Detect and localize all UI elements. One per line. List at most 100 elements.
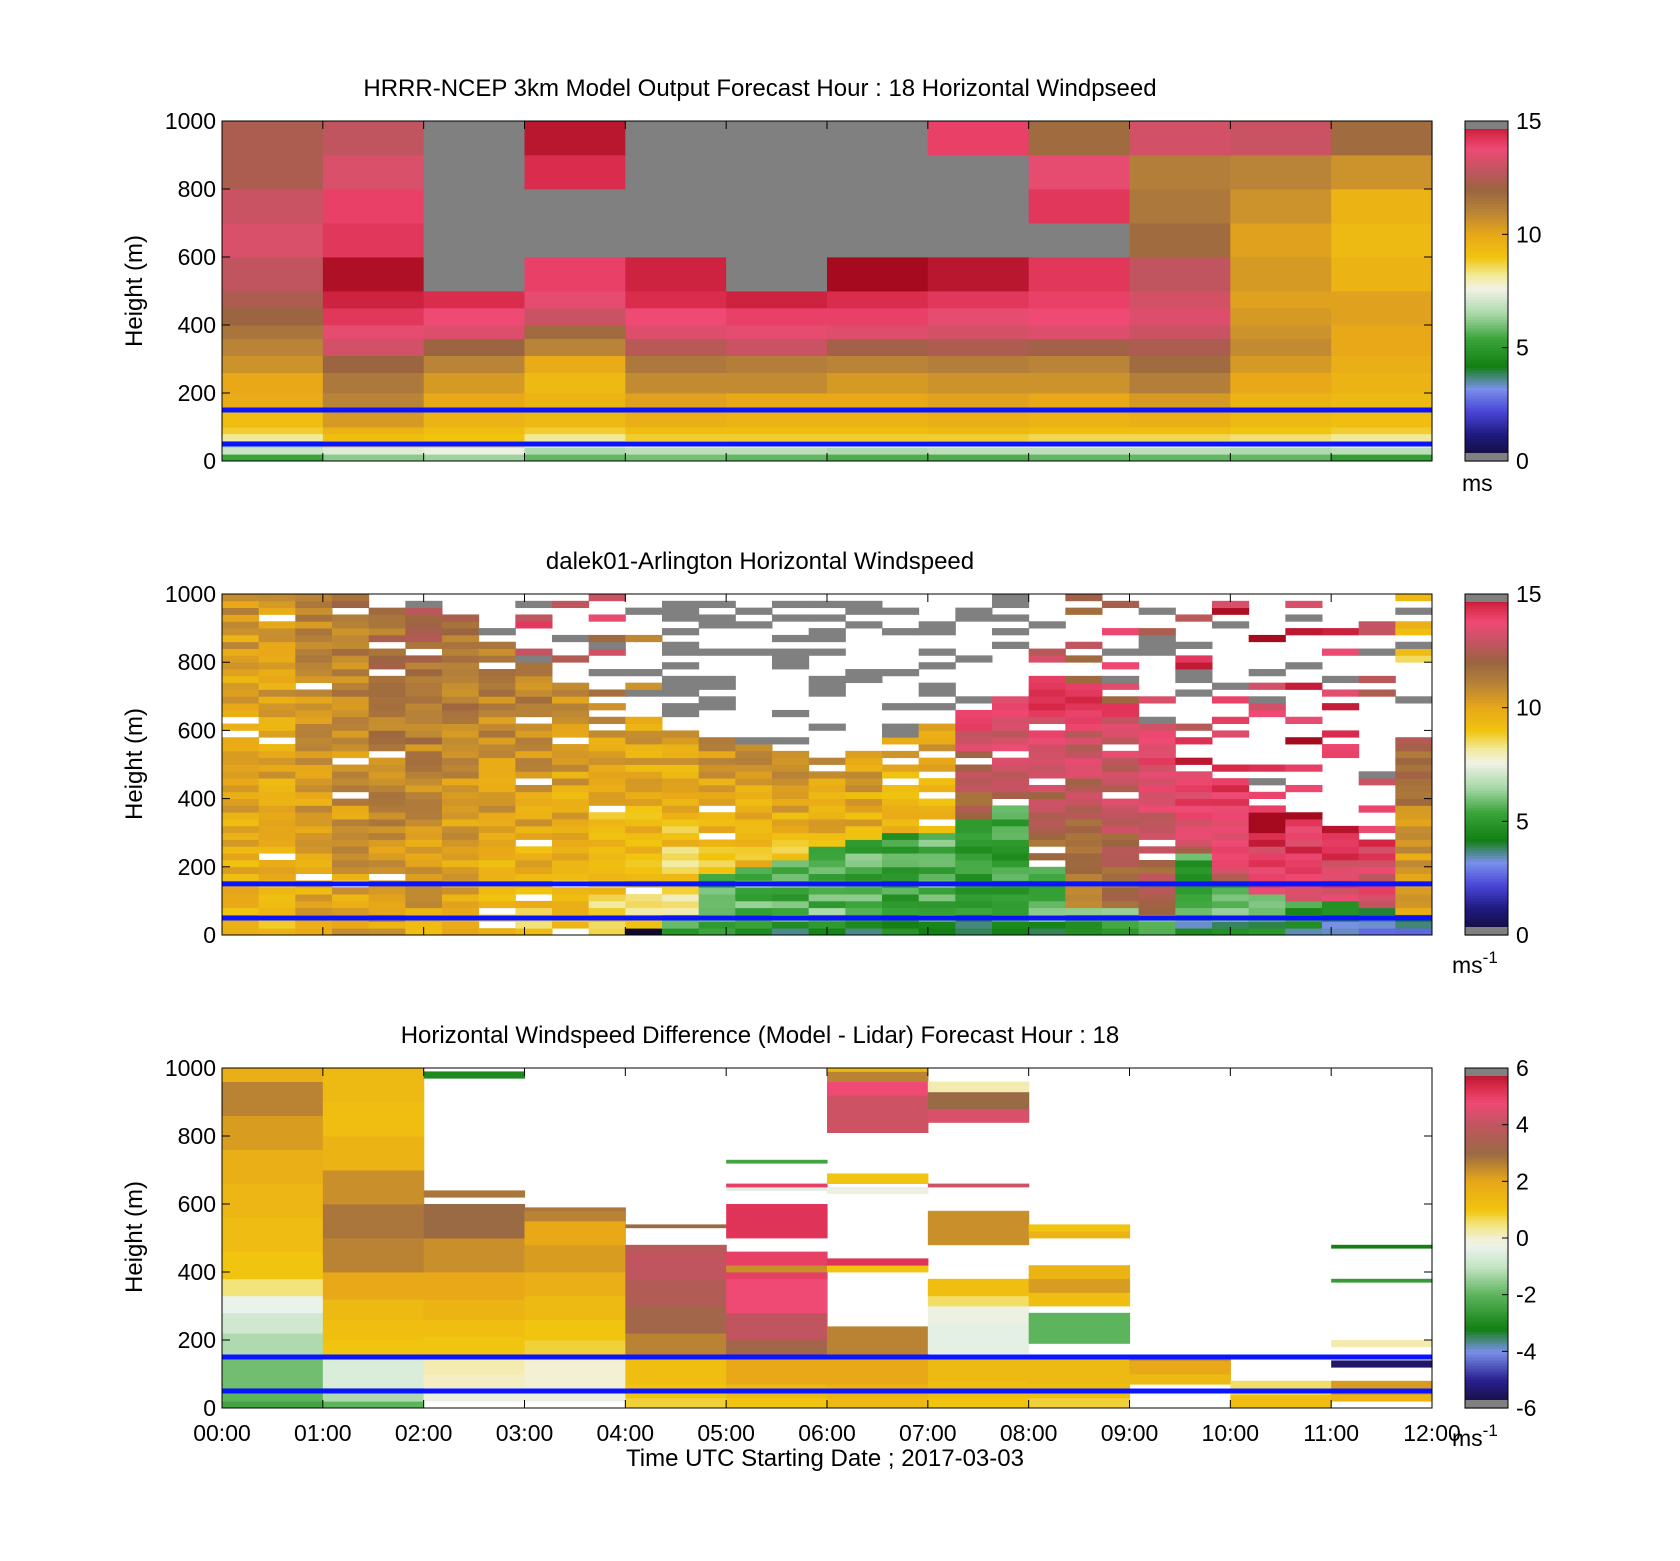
colorbar-tick-label: 0	[1516, 922, 1529, 948]
heatmap-cell	[1028, 866, 1066, 875]
heatmap-cell	[735, 744, 773, 752]
heatmap-cell	[322, 433, 425, 441]
heatmap-cell	[726, 1251, 828, 1266]
heatmap-cell	[1028, 819, 1066, 827]
colorbar-segment	[1465, 747, 1508, 751]
heatmap-cell	[405, 832, 443, 840]
heatmap-cell	[1175, 737, 1213, 745]
heatmap-cell	[698, 900, 736, 909]
heatmap-cell	[1395, 894, 1433, 902]
heatmap-cell	[1285, 764, 1323, 772]
heatmap-cell	[1331, 372, 1433, 394]
heatmap-cell	[992, 628, 1030, 636]
heatmap-cell	[808, 791, 846, 799]
heatmap-cell	[1212, 832, 1250, 840]
heatmap-cell	[1331, 410, 1433, 428]
heatmap-cell	[332, 825, 370, 834]
heatmap-cell	[295, 614, 333, 622]
heatmap-cell	[478, 798, 516, 806]
heatmap-cell	[927, 410, 1030, 428]
heatmap-cell	[524, 410, 626, 428]
colorbar-segment	[1465, 886, 1508, 891]
heatmap-cell	[322, 1340, 425, 1358]
heatmap-cell	[808, 778, 846, 786]
heatmap-cell	[918, 873, 956, 881]
heatmap-cell	[295, 798, 333, 806]
heatmap-cell	[442, 689, 480, 697]
colorbar-segment	[1465, 767, 1508, 771]
heatmap-cell	[726, 372, 828, 394]
heatmap-cell	[322, 291, 425, 309]
heatmap-cell	[1102, 778, 1140, 786]
colorbar-segment	[1465, 738, 1508, 743]
heatmap-cell	[295, 771, 333, 779]
heatmap-cell	[1129, 427, 1231, 435]
heatmap-cell	[368, 723, 406, 731]
colorbar-segment	[1465, 344, 1508, 349]
heatmap-cell	[955, 614, 993, 622]
colorbar-segment	[1465, 821, 1508, 825]
heatmap-cell	[1212, 812, 1250, 820]
heatmap-cell	[1129, 372, 1231, 394]
heatmap-cell	[515, 873, 553, 881]
heatmap-cell	[332, 805, 370, 813]
heatmap-cell	[662, 764, 700, 772]
heatmap-cell	[552, 696, 590, 704]
colorbar-segment	[1465, 325, 1508, 329]
colorbar-segment	[1465, 755, 1508, 760]
heatmap-cell	[662, 907, 700, 915]
colorbar-segment	[1465, 761, 1508, 766]
heatmap-cell	[295, 600, 333, 609]
heatmap-cell	[698, 907, 736, 915]
heatmap-cell	[827, 410, 929, 428]
heatmap-cell	[1322, 928, 1360, 936]
colorbar-segment	[1465, 829, 1508, 834]
heatmap-cell	[1175, 723, 1213, 731]
heatmap-cell	[405, 682, 443, 690]
heatmap-cell	[368, 682, 406, 690]
heatmap-cell	[295, 628, 333, 636]
heatmap-cell	[405, 812, 443, 820]
heatmap-cell	[332, 894, 370, 902]
colorbar-segment	[1465, 1365, 1508, 1369]
heatmap-cell	[332, 628, 370, 636]
heatmap-cell	[552, 634, 590, 643]
heatmap-cell	[698, 703, 736, 711]
heatmap-cell	[827, 1173, 929, 1184]
colorbar-segment	[1465, 895, 1508, 899]
colorbar-segment	[1465, 285, 1508, 289]
heatmap-cell	[258, 805, 296, 813]
colorbar-segment	[1465, 282, 1508, 286]
colorbar-segment	[1465, 920, 1508, 925]
heatmap-cell	[1102, 839, 1140, 847]
heatmap-cell	[442, 791, 480, 799]
heatmap-cell	[772, 859, 810, 868]
heatmap-cell	[955, 764, 993, 772]
heatmap-cell	[1028, 744, 1066, 752]
heatmap-cell	[992, 928, 1030, 936]
heatmap-cell	[295, 723, 333, 731]
heatmap-cell	[808, 757, 846, 765]
heatmap-cell	[515, 846, 553, 854]
heatmap-cell	[1065, 689, 1103, 697]
heatmap-cell	[332, 689, 370, 697]
heatmap-cell	[625, 730, 663, 738]
heatmap-cell	[478, 894, 516, 902]
heatmap-cell	[1285, 907, 1323, 915]
heatmap-cell	[1102, 737, 1140, 745]
colorbar-segment	[1465, 707, 1508, 712]
heatmap-cell	[772, 771, 810, 779]
heatmap-cell	[405, 839, 443, 847]
heatmap-cell	[222, 791, 260, 799]
colorbar-segment	[1465, 1379, 1508, 1384]
heatmap-cell	[258, 784, 296, 793]
heatmap-cell	[1028, 121, 1131, 156]
heatmap-cell	[405, 675, 443, 684]
heatmap-cell	[625, 791, 663, 799]
heatmap-cell	[322, 1136, 425, 1171]
heatmap-cell	[442, 628, 480, 636]
heatmap-cell	[845, 669, 883, 677]
colorbar-segment	[1465, 384, 1508, 388]
heatmap-cell	[442, 839, 480, 847]
